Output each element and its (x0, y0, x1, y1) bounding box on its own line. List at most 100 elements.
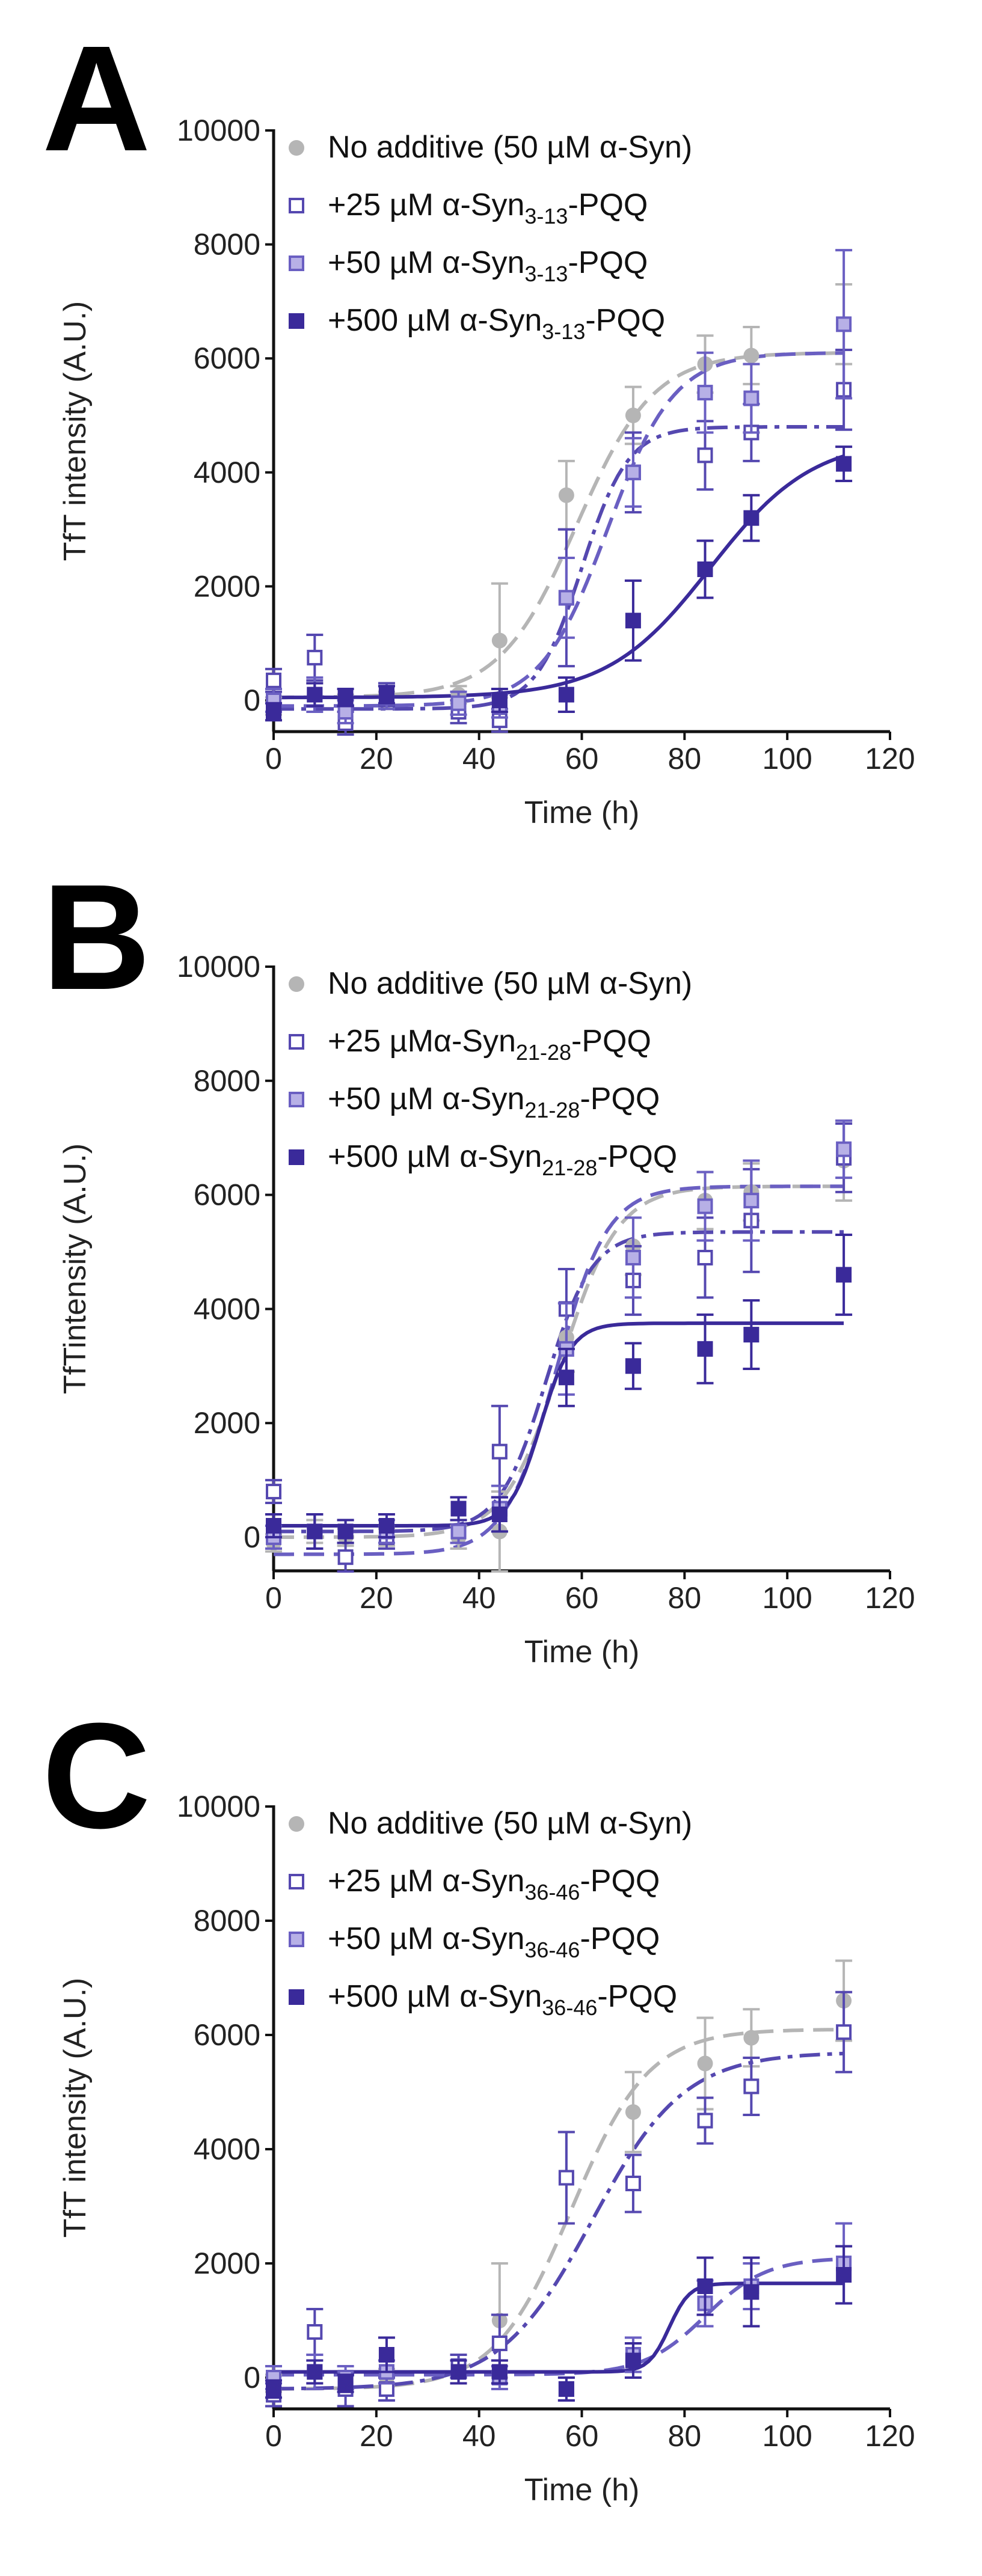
legend-marker-circle (289, 976, 304, 992)
data-point-square-filled (558, 1369, 574, 1386)
legend-entry: No additive (50 µM α-Syn) (328, 1806, 692, 1841)
legend-marker-square-filled (289, 1149, 304, 1165)
data-point-square-open (266, 672, 281, 688)
x-tick-label: 40 (462, 1581, 496, 1615)
y-tick-label: 10000 (177, 114, 260, 147)
y-tick-label: 6000 (194, 2018, 260, 2052)
legend-subscript: 36-46 (542, 1995, 597, 2020)
y-tick-label: 2000 (194, 569, 260, 603)
x-tick-label: 80 (668, 2419, 702, 2453)
legend-label: No additive (50 µM α-Syn) (328, 1806, 692, 1841)
data-point-square-filled (625, 1358, 641, 1374)
legend-label: No additive (50 µM α-Syn) (328, 966, 692, 1001)
data-point-square-mid (625, 1249, 641, 1265)
legend-entry: +25 µM α-Syn36-46-PQQ (328, 1864, 660, 1904)
x-tick-label: 0 (265, 1581, 282, 1615)
legend-subscript: 21-28 (516, 1040, 571, 1065)
legend-label: +25 µM α-Syn (328, 1864, 524, 1898)
x-tick-label: 20 (360, 742, 393, 776)
data-point-square-filled (378, 687, 394, 703)
legend-marker-square-mid (289, 1932, 304, 1947)
y-axis-title: TfT intensity (A.U.) (58, 1978, 93, 2238)
fit-curve-series-3 (274, 454, 845, 700)
y-tick-label: 8000 (194, 1064, 260, 1098)
data-point-square-mid (743, 1193, 760, 1209)
legend-subscript: 3-13 (524, 204, 568, 228)
data-point-square-open (836, 2024, 852, 2040)
data-point-square-mid (450, 1523, 467, 1540)
legend-label: +500 µM α-Syn (328, 1979, 542, 2014)
data-point-square-filled (743, 2284, 760, 2300)
x-tick-label: 60 (565, 1581, 599, 1615)
data-point-square-mid (697, 1198, 713, 1214)
data-point-square-filled (625, 613, 641, 629)
y-tick-label: 6000 (194, 1178, 260, 1212)
legend-entry: +500 µM α-Syn21-28-PQQ (328, 1139, 677, 1180)
data-point-square-filled (836, 2267, 852, 2283)
data-point-circle (491, 632, 508, 649)
data-point-square-filled (743, 510, 760, 526)
legend-marker-square-filled (289, 313, 304, 329)
y-tick-label: 2000 (194, 1406, 260, 1440)
data-point-square-filled (337, 690, 354, 706)
data-point-square-filled (378, 2347, 394, 2363)
x-tick-label: 0 (265, 2419, 282, 2453)
legend-label: +500 µM α-Syn (328, 1139, 542, 1174)
data-point-square-mid (836, 316, 852, 332)
legend-marker-square-open (289, 198, 304, 213)
legend-suffix: -PQQ (597, 1979, 677, 2014)
y-tick-label: 0 (244, 2361, 260, 2394)
data-point-square-filled (307, 2364, 323, 2380)
legend-suffix: -PQQ (568, 188, 648, 222)
y-tick-label: 8000 (194, 1904, 260, 1938)
x-tick-label: 60 (565, 2419, 599, 2453)
data-point-square-filled (266, 703, 281, 720)
data-point-square-filled (266, 2381, 281, 2397)
data-point-square-filled (697, 561, 713, 577)
legend-suffix: -PQQ (571, 1024, 651, 1059)
legend-label: +50 µM α-Syn (328, 1921, 524, 1956)
data-point-square-open (625, 2176, 641, 2191)
legend-entry: +500 µM α-Syn36-46-PQQ (328, 1979, 677, 2020)
legend-marker-square-mid (289, 255, 304, 271)
x-axis-title: Time (h) (524, 2473, 640, 2507)
x-tick-label: 100 (762, 742, 812, 776)
legend-subscript: 3-13 (524, 262, 568, 286)
data-point-square-filled (450, 2364, 467, 2380)
panel-letter: B (42, 853, 151, 1021)
x-tick-label: 20 (360, 2419, 393, 2453)
x-tick-label: 100 (762, 2419, 812, 2453)
data-point-circle (743, 347, 760, 364)
legend-marker-square-open (289, 1034, 304, 1050)
x-tick-label: 120 (865, 1581, 915, 1615)
data-point-square-filled (491, 1507, 508, 1523)
x-tick-label: 0 (265, 742, 282, 776)
data-point-circle (697, 2055, 713, 2072)
y-tick-label: 0 (244, 684, 260, 717)
y-tick-label: 10000 (177, 950, 260, 984)
x-tick-label: 40 (462, 2419, 496, 2453)
data-point-square-open (491, 2336, 508, 2351)
panel-A: A 0 2000 4000 6000 8000 10000 0 20 40 60 80 100 120 Ti… (42, 14, 915, 830)
y-tick-label: 6000 (194, 341, 260, 375)
legend-marker-circle (289, 1816, 304, 1832)
y-tick-label: 0 (244, 1520, 260, 1554)
data-point-square-mid (558, 590, 574, 606)
legend-entry: +50 µM α-Syn3-13-PQQ (328, 245, 648, 286)
data-point-circle (743, 2030, 760, 2046)
data-point-square-filled (697, 2278, 713, 2294)
x-axis-title: Time (h) (524, 795, 640, 830)
legend-subscript: 21-28 (524, 1098, 580, 1122)
data-point-square-filled (491, 693, 508, 708)
legend-label: +25 µMα-Syn (328, 1024, 516, 1059)
legend-label: +50 µM α-Syn (328, 1081, 524, 1116)
data-point-square-filled (491, 2364, 508, 2380)
legend-label: +50 µM α-Syn (328, 245, 524, 280)
legend-label: No additive (50 µM α-Syn) (328, 130, 692, 165)
legend-marker-square-mid (289, 1092, 304, 1107)
data-point-square-mid (697, 385, 713, 401)
data-point-square-open (491, 1443, 508, 1460)
legend-entry: +25 µM α-Syn3-13-PQQ (328, 188, 648, 228)
legend-suffix: -PQQ (580, 1081, 660, 1116)
data-point-square-filled (266, 1518, 281, 1534)
